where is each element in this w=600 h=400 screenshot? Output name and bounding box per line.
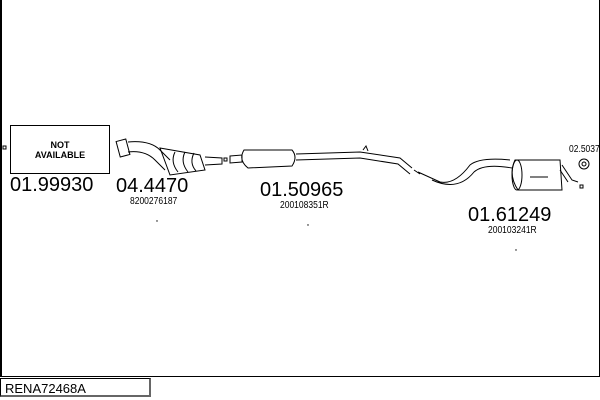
connector-marker xyxy=(2,145,7,150)
not-available-line2: AVAILABLE xyxy=(34,149,86,160)
part-number-3[interactable]: 01.50965 xyxy=(260,179,344,201)
rear-silencer-drawing xyxy=(511,159,584,191)
not-available-box: NOT AVAILABLE xyxy=(10,125,110,174)
not-available-line1: NOT xyxy=(50,139,70,150)
part-number-1[interactable]: 01.99930 xyxy=(10,174,94,196)
middle-silencer-drawing xyxy=(223,144,513,185)
oem-number-3: 200108351R xyxy=(280,200,329,211)
part-number-5[interactable]: 02.5037 xyxy=(569,144,600,155)
oem-number-2: 8200276187 xyxy=(130,196,178,207)
reference-label: RENA72468A xyxy=(0,378,151,397)
rubber-mount-drawing xyxy=(578,158,590,170)
catalytic-converter-drawing xyxy=(115,138,223,176)
oem-number-4: 200103241R xyxy=(488,225,537,236)
part-number-4[interactable]: 01.61249 xyxy=(468,204,552,226)
part-number-2[interactable]: 04.4470 xyxy=(116,175,189,197)
